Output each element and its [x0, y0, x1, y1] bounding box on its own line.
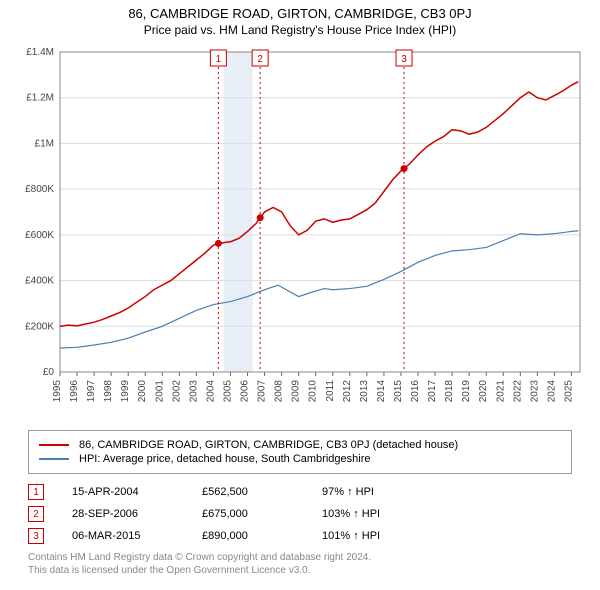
footer-line-2: This data is licensed under the Open Gov… — [28, 565, 572, 578]
sale-price: £890,000 — [202, 530, 322, 542]
chart-title: 86, CAMBRIDGE ROAD, GIRTON, CAMBRIDGE, C… — [0, 0, 600, 21]
svg-text:2015: 2015 — [393, 380, 404, 403]
footer: Contains HM Land Registry data © Crown c… — [28, 552, 572, 577]
svg-text:2007: 2007 — [257, 380, 268, 403]
svg-text:2006: 2006 — [240, 380, 251, 403]
svg-text:2024: 2024 — [546, 380, 557, 403]
svg-text:£800K: £800K — [25, 184, 54, 195]
legend-label: HPI: Average price, detached house, Sout… — [79, 453, 370, 465]
svg-text:1999: 1999 — [120, 380, 131, 403]
svg-text:2023: 2023 — [529, 380, 540, 403]
chart-container: 86, CAMBRIDGE ROAD, GIRTON, CAMBRIDGE, C… — [0, 0, 600, 590]
svg-text:2002: 2002 — [171, 380, 182, 403]
svg-text:2022: 2022 — [512, 380, 523, 403]
svg-text:£0: £0 — [43, 367, 55, 378]
sale-hpi-pct: 101% ↑ HPI — [322, 530, 432, 542]
svg-text:2004: 2004 — [205, 380, 216, 403]
svg-text:2017: 2017 — [427, 380, 438, 403]
legend-item: HPI: Average price, detached house, Sout… — [39, 453, 561, 465]
legend-swatch — [39, 444, 69, 446]
svg-text:1995: 1995 — [52, 380, 63, 403]
sales-table: 1 15-APR-2004£562,50097% ↑ HPI 2 28-SEP-200… — [28, 478, 572, 550]
footer-line-1: Contains HM Land Registry data © Crown c… — [28, 552, 572, 565]
svg-text:3: 3 — [401, 54, 407, 65]
svg-text:2005: 2005 — [222, 380, 233, 403]
sale-row: 1 15-APR-2004£562,50097% ↑ HPI — [28, 484, 572, 500]
svg-text:2000: 2000 — [137, 380, 148, 403]
svg-text:1997: 1997 — [86, 380, 97, 403]
svg-text:2010: 2010 — [308, 380, 319, 403]
sale-date: 06-MAR-2015 — [72, 530, 202, 542]
sale-number-badge: 1 — [28, 484, 44, 500]
svg-text:2001: 2001 — [154, 380, 165, 403]
svg-text:1: 1 — [216, 54, 222, 65]
sale-hpi-pct: 103% ↑ HPI — [322, 508, 432, 520]
svg-text:2020: 2020 — [478, 380, 489, 403]
svg-text:2021: 2021 — [495, 380, 506, 403]
legend: 86, CAMBRIDGE ROAD, GIRTON, CAMBRIDGE, C… — [28, 430, 572, 474]
svg-text:2: 2 — [257, 54, 263, 65]
svg-text:2008: 2008 — [274, 380, 285, 403]
svg-text:£400K: £400K — [25, 276, 54, 287]
sale-number-badge: 3 — [28, 528, 44, 544]
svg-text:2012: 2012 — [342, 380, 353, 403]
sale-number-badge: 2 — [28, 506, 44, 522]
svg-text:2025: 2025 — [563, 380, 574, 403]
sale-price: £675,000 — [202, 508, 322, 520]
sale-hpi-pct: 97% ↑ HPI — [322, 486, 432, 498]
svg-text:£1M: £1M — [35, 138, 54, 149]
legend-label: 86, CAMBRIDGE ROAD, GIRTON, CAMBRIDGE, C… — [79, 439, 458, 451]
svg-text:£1.2M: £1.2M — [26, 93, 54, 104]
svg-text:2018: 2018 — [444, 380, 455, 403]
svg-text:2011: 2011 — [325, 380, 336, 402]
sale-date: 15-APR-2004 — [72, 486, 202, 498]
legend-item: 86, CAMBRIDGE ROAD, GIRTON, CAMBRIDGE, C… — [39, 439, 561, 451]
chart-plot: £0 £200K £400K £600K £800K £1M £1.2M £1.4M 1995 1… — [10, 44, 590, 420]
svg-text:2003: 2003 — [188, 380, 199, 403]
svg-text:£1.4M: £1.4M — [26, 47, 54, 58]
svg-text:2016: 2016 — [410, 380, 421, 403]
sale-row: 2 28-SEP-2006£675,000103% ↑ HPI — [28, 506, 572, 522]
svg-text:2013: 2013 — [359, 380, 370, 403]
svg-text:2009: 2009 — [291, 380, 302, 403]
sale-price: £562,500 — [202, 486, 322, 498]
svg-text:2019: 2019 — [461, 380, 472, 403]
svg-text:2014: 2014 — [376, 380, 387, 403]
svg-text:1998: 1998 — [103, 380, 114, 403]
sale-date: 28-SEP-2006 — [72, 508, 202, 520]
svg-text:1996: 1996 — [69, 380, 80, 403]
legend-swatch — [39, 458, 69, 460]
svg-text:£600K: £600K — [25, 230, 54, 241]
svg-text:£200K: £200K — [25, 321, 54, 332]
sale-row: 3 06-MAR-2015£890,000101% ↑ HPI — [28, 528, 572, 544]
chart-subtitle: Price paid vs. HM Land Registry's House … — [0, 21, 600, 41]
